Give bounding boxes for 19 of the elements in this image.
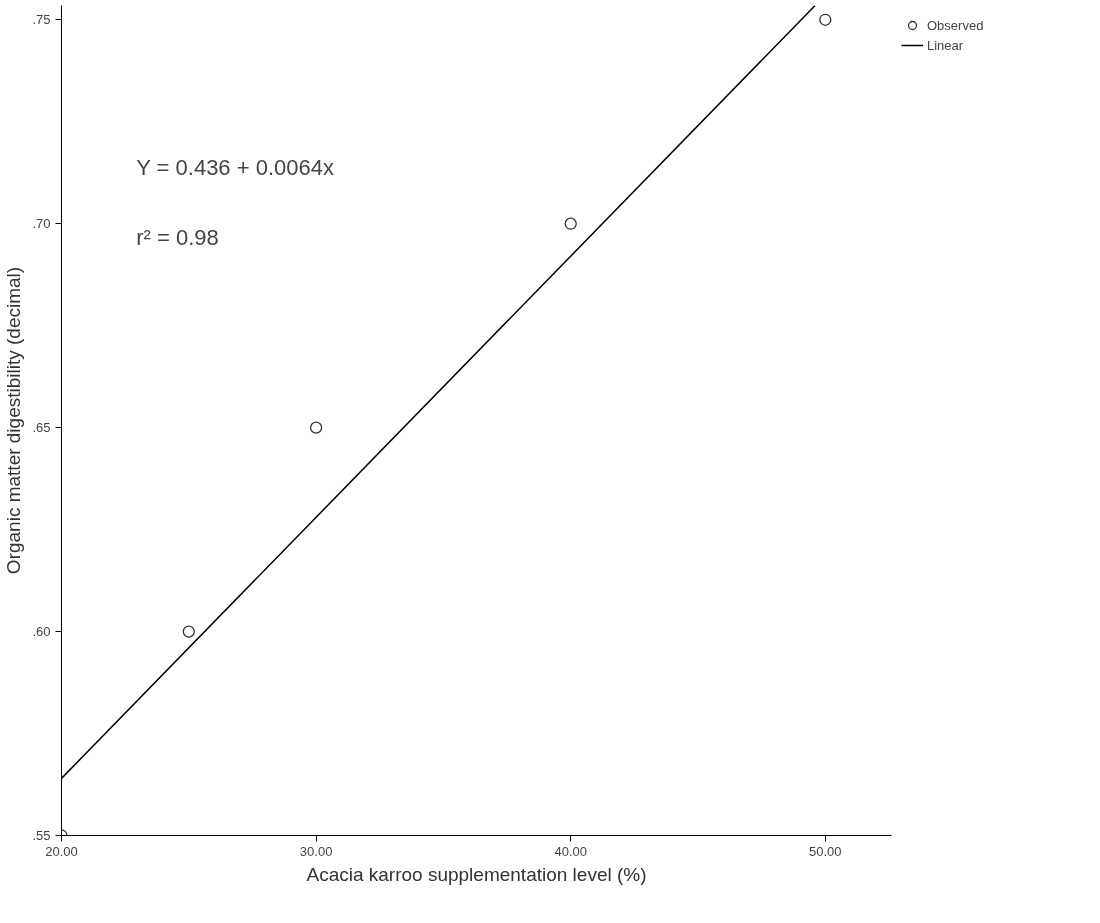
y-tick-label: .70 [32, 216, 51, 232]
x-tick-label: 30.00 [299, 843, 333, 859]
x-axis-title: Acacia karroo supplementation level (%) [306, 863, 647, 885]
legend-label: Linear [927, 37, 964, 53]
annotation: r² = 0.98 [136, 225, 219, 251]
point [819, 13, 832, 26]
annotation: Y = 0.436 + 0.0064x [136, 154, 334, 180]
point [182, 625, 195, 638]
x-tick-label: 50.00 [809, 843, 842, 859]
y-tick-label: .75 [32, 12, 51, 28]
x-tick-label: 20.00 [45, 843, 78, 859]
point [309, 421, 323, 434]
y-axis-title: Organic matter digestibility (decimal) [3, 266, 25, 575]
legend-label: Observed [927, 17, 984, 33]
y-tick-label: .65 [32, 420, 51, 436]
y-tick-label: .60 [32, 624, 51, 640]
y-tick-label: .55 [32, 828, 51, 843]
x-tick-label: 40.00 [554, 843, 587, 859]
point [564, 217, 577, 230]
